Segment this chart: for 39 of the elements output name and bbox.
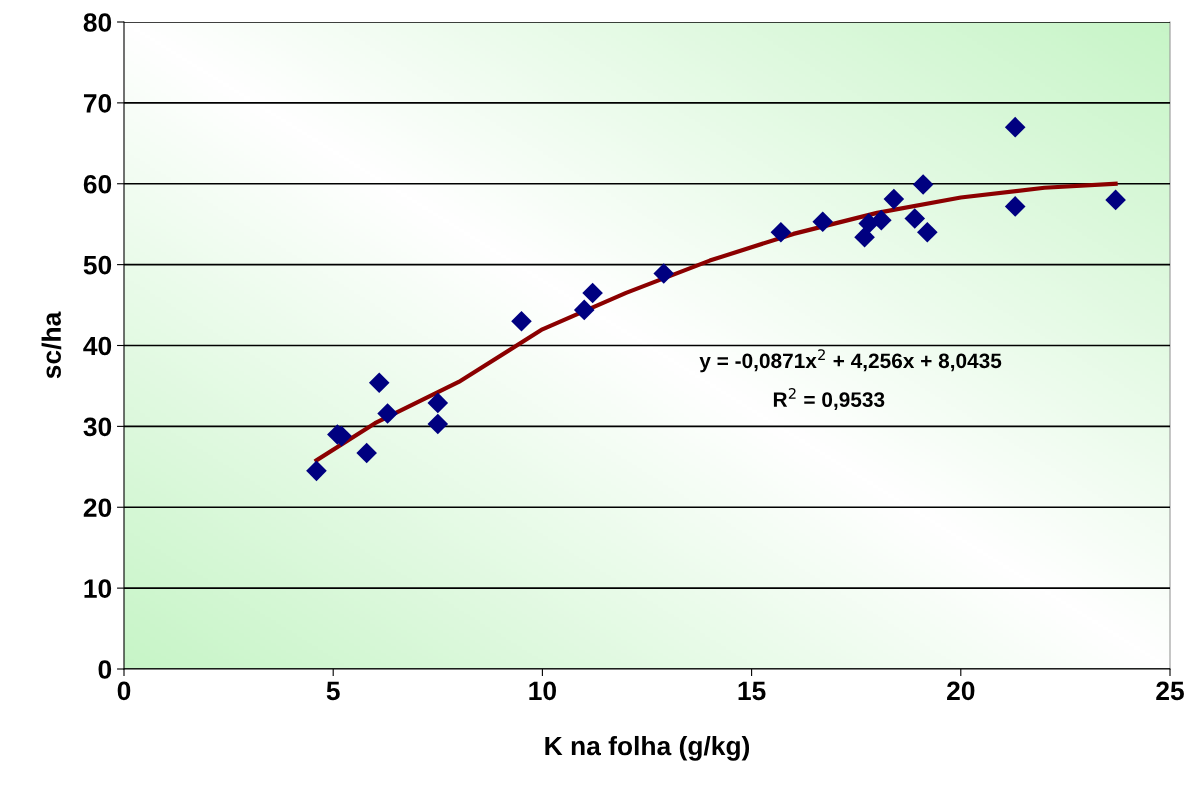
y-tick-label: 40 [83,336,112,356]
point [582,282,603,304]
x-tick-label: 10 [529,681,556,701]
point [912,174,934,195]
point [1004,116,1026,138]
point [511,310,532,332]
x-tick-label: 5 [326,681,340,701]
point [904,208,926,229]
y-tick-label: 80 [83,13,112,32]
point [306,460,327,482]
x-axis-title: K na folha (g/kg) [545,735,750,761]
y-tick-label: 10 [84,579,112,598]
y-tick-label: 60 [83,174,112,194]
annotation: y = -0,0871x$^{2}$ + 4,256x + 8,0435 [699,349,1002,373]
point [653,263,675,284]
point [1004,196,1026,217]
point [770,221,792,243]
x-tick-label: 15 [738,681,766,701]
point [427,392,449,414]
point [377,403,398,424]
y-tick-label: 70 [83,94,112,113]
y-tick-label: 20 [83,498,112,518]
point [368,372,390,393]
point [871,209,892,231]
point [917,221,938,243]
y-tick-label: 30 [83,417,112,437]
point [812,211,834,233]
point [573,299,595,321]
point [427,413,449,435]
point [883,188,905,210]
y-tick-label: 50 [83,255,112,275]
x-tick-label: 20 [947,681,975,701]
y-axis-title: sc/ha [41,311,62,379]
x-tick-label: 0 [117,681,131,701]
annotation: R$^{2}$ = 0,9533 [773,388,885,411]
point [356,442,377,464]
x-tick-label: 25 [1156,681,1184,701]
y-tick-label: 0 [98,660,112,679]
point [1105,189,1126,211]
